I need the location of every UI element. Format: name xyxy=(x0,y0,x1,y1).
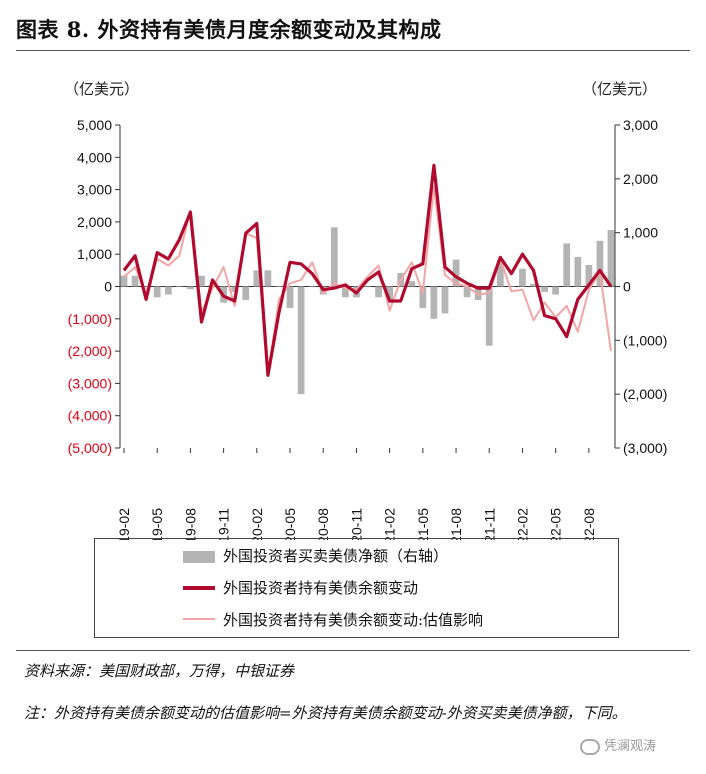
bar-mark xyxy=(530,283,537,287)
bar-mark xyxy=(607,229,615,287)
left-axis-unit: （亿美元） xyxy=(64,80,140,98)
x-tick-label: 2020-02 xyxy=(249,508,265,540)
watermark-icon xyxy=(580,738,600,755)
left-tick-label: (4,000) xyxy=(68,408,112,424)
x-tick-label: 2019-02 xyxy=(116,508,132,540)
bar-mark xyxy=(585,264,593,287)
x-tick-label: 2022-08 xyxy=(581,508,597,540)
right-tick-label: 3,000 xyxy=(623,117,658,133)
bar-mark xyxy=(297,286,305,395)
bar-mark xyxy=(131,275,139,287)
bar-mark xyxy=(286,286,294,309)
watermark-text: 凭澜观涛 xyxy=(604,739,657,754)
bar-mark xyxy=(430,286,438,319)
source-text: 资料来源：美国财政部，万得，中银证券 xyxy=(24,662,295,680)
left-tick-label: 5,000 xyxy=(77,117,112,133)
x-tick-label: 2021-08 xyxy=(448,508,464,540)
bar-mark xyxy=(463,286,471,298)
left-tick-label: (2,000) xyxy=(68,343,112,359)
bar-mark xyxy=(175,286,183,287)
chart-title: 图表 8. 外资持有美债月度余额变动及其构成 xyxy=(16,17,442,42)
left-tick-label: 2,000 xyxy=(77,214,112,230)
legend-label-valuation: 外国投资者持有美债余额变动:估值影响 xyxy=(223,611,484,629)
bar-mark xyxy=(496,259,504,287)
x-tick-label: 2021-05 xyxy=(415,508,431,540)
legend: 外国投资者买卖美债净额（右轴） 外国投资者持有美债余额变动 外国投资者持有美债余… xyxy=(94,538,619,638)
chart-plot: 5,000 4,000 3,000 2,000 1,000 0 (1,000) (2,000)… xyxy=(68,117,668,540)
x-tick-label: 2022-02 xyxy=(514,508,530,540)
x-tick-label: 2021-11 xyxy=(481,508,497,540)
bar-mark xyxy=(142,286,150,287)
bar-mark xyxy=(441,286,449,314)
left-tick-label: (1,000) xyxy=(68,311,112,327)
x-tick-label: 2019-11 xyxy=(216,508,232,540)
note-text: 注：外资持有美债余额变动的估值影响=外资持有美债余额变动-外资买卖美债净额，下同… xyxy=(24,704,627,722)
right-tick-label: 1,000 xyxy=(623,225,658,241)
bar-mark xyxy=(452,259,460,287)
bar-mark xyxy=(375,286,382,298)
legend-label-bar: 外国投资者买卖美债净额（右轴） xyxy=(223,547,449,565)
bar-mark xyxy=(563,243,571,287)
right-tick-label: 0 xyxy=(623,279,631,295)
legend-label-main: 外国投资者持有美债余额变动 xyxy=(223,579,419,597)
bar-mark xyxy=(264,270,272,287)
bar-mark xyxy=(253,270,261,287)
right-axis-unit: （亿美元） xyxy=(582,80,658,98)
bar-mark xyxy=(574,256,582,287)
left-tick-label: (3,000) xyxy=(68,375,112,391)
title-rule xyxy=(16,50,690,51)
bar-mark xyxy=(419,286,427,309)
bar-mark xyxy=(308,286,316,287)
bar-mark xyxy=(275,286,283,287)
x-tick-label: 2020-11 xyxy=(348,508,364,540)
bar-mark xyxy=(386,286,394,303)
x-tick-label: 2019-05 xyxy=(149,508,165,540)
bar-mark xyxy=(330,227,338,287)
x-tick-label: 2020-05 xyxy=(282,508,298,540)
left-tick-label: 3,000 xyxy=(77,182,112,198)
bar-mark xyxy=(485,286,493,346)
left-tick-label: (5,000) xyxy=(68,440,112,456)
bar-mark xyxy=(341,286,349,298)
left-tick-label: 4,000 xyxy=(77,149,112,165)
bar-mark xyxy=(519,268,526,287)
bar-mark xyxy=(164,286,172,295)
bar-mark xyxy=(596,240,604,287)
right-tick-label: (3,000) xyxy=(623,440,667,456)
bar-mark xyxy=(364,286,371,287)
bar-mark xyxy=(474,286,482,300)
x-tick-label: 2020-08 xyxy=(315,508,331,540)
source-rule xyxy=(16,650,690,651)
right-tick-label: 2,000 xyxy=(623,171,658,187)
x-tick-label: 2022-05 xyxy=(548,508,564,540)
bar-mark xyxy=(242,286,250,300)
right-tick-label: (2,000) xyxy=(623,386,667,402)
bar-mark xyxy=(408,281,416,287)
watermark: 凭澜观涛 xyxy=(580,735,656,755)
right-tick-label: (1,000) xyxy=(623,332,667,348)
left-tick-label: 1,000 xyxy=(77,246,112,262)
holding-change-line xyxy=(122,163,613,377)
legend-valuation-swatch xyxy=(183,618,215,620)
bar-mark xyxy=(541,286,548,292)
left-tick-label: 0 xyxy=(104,279,112,295)
x-tick-label: 2019-08 xyxy=(182,508,198,540)
bar-mark xyxy=(508,286,515,287)
bar-mark xyxy=(187,286,194,290)
bar-mark xyxy=(231,286,239,292)
bar-mark xyxy=(153,286,161,298)
legend-main-swatch xyxy=(183,586,215,590)
legend-bar-swatch xyxy=(183,551,215,563)
bar-mark xyxy=(198,275,205,287)
bar-mark xyxy=(552,286,560,295)
x-tick-label: 2021-02 xyxy=(382,508,398,540)
bar-mark xyxy=(120,275,128,287)
